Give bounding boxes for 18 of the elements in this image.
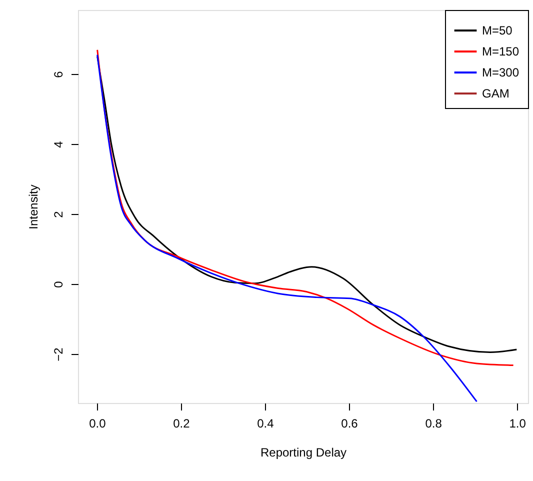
legend-label: M=50 <box>482 24 513 38</box>
x-tick-label: 0.6 <box>341 416 358 430</box>
x-tick-label: 1.0 <box>509 416 526 430</box>
x-tick-label: 0.8 <box>425 416 442 430</box>
line-series <box>96 54 478 402</box>
y-tick-label: 0 <box>52 280 66 288</box>
legend-label: M=150 <box>482 44 520 58</box>
legend-label: GAM <box>482 86 510 100</box>
y-tick-label: 4 <box>52 140 66 148</box>
y-axis-title: Intensity <box>26 184 40 230</box>
legend-label: M=300 <box>482 66 520 80</box>
y-tick-label: 2 <box>52 210 66 218</box>
y-tick-label: 6 <box>52 70 66 78</box>
x-axis-title: Reporting Delay <box>260 446 347 460</box>
x-tick-label: 0.2 <box>173 416 190 430</box>
y-tick-label: −2 <box>52 347 66 362</box>
x-tick-label: 0.0 <box>89 416 106 430</box>
x-tick-label: 0.4 <box>257 416 274 430</box>
